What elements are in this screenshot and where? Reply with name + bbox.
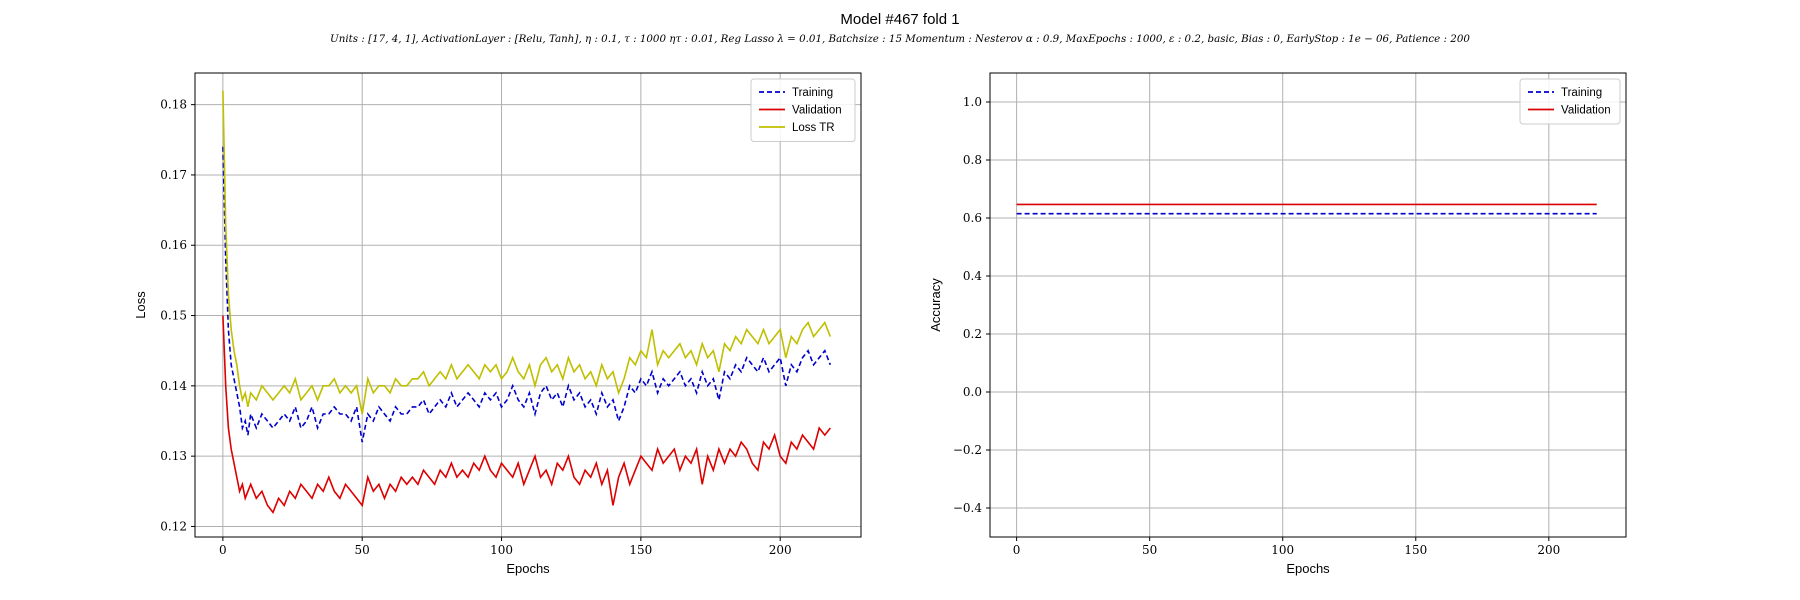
series-line-training	[222, 146, 832, 443]
x-tick-label: 150	[1404, 543, 1427, 557]
x-tick-label: 0	[1013, 543, 1021, 557]
legend-label-training: Training	[792, 87, 833, 99]
x-axis-label: Epochs	[1286, 561, 1330, 576]
series-line-loss-tr	[222, 90, 832, 415]
y-tick-label: 0.6	[963, 211, 982, 225]
y-tick-label: 0.2	[963, 327, 982, 341]
axes-frame	[989, 72, 1627, 538]
figure-title: Model #467 fold 1	[840, 11, 959, 28]
y-tick-label: 0.18	[160, 98, 187, 112]
series-line-validation	[222, 315, 831, 514]
y-tick-label: 0.13	[160, 449, 187, 463]
x-tick-label: 50	[355, 543, 370, 557]
y-tick-label: 1.0	[963, 95, 982, 109]
legend: Training Validation	[1519, 78, 1621, 125]
y-tick-label: 0.14	[160, 379, 187, 393]
x-tick-label: 100	[1271, 543, 1294, 557]
legend: Training Validation Loss TR	[750, 78, 856, 142]
x-tick-label: 200	[1537, 543, 1560, 557]
y-axis-label: Loss	[133, 291, 148, 319]
y-tick-label: 0.17	[160, 168, 187, 182]
legend-label-loss-tr: Loss TR	[792, 122, 835, 134]
y-tick-label: 0.16	[160, 238, 187, 252]
figure-subtitle: Units : [17, 4, 1], ActivationLayer : [R…	[330, 33, 1470, 45]
x-axis-label: Epochs	[506, 561, 550, 576]
y-tick-label: −0.2	[953, 443, 982, 457]
y-tick-label: 0.0	[963, 385, 982, 399]
accuracy-chart: 0 50 100 150 200 −0.4 −0.2 0.0 0.2 0.4 0.6 0.8 1.0 Ep…	[928, 72, 1627, 576]
legend-label-training: Training	[1561, 87, 1602, 99]
y-axis-label: Accuracy	[928, 278, 943, 332]
legend-label-validation: Validation	[1561, 105, 1611, 117]
x-tick-label: 150	[629, 543, 652, 557]
legend-label-validation: Validation	[792, 105, 842, 117]
y-tick-label: 0.15	[160, 309, 187, 323]
x-tick-label: 50	[1142, 543, 1157, 557]
legend-box	[750, 78, 856, 142]
y-tick-label: 0.12	[160, 519, 187, 533]
x-tick-label: 200	[769, 543, 792, 557]
loss-chart: 0 50 100 150 200 0.12 0.13 0.14 0.15 0.16 0.17 0.18…	[133, 72, 862, 576]
x-tick-label: 100	[490, 543, 513, 557]
legend-box	[1519, 78, 1621, 125]
axes-frame	[194, 72, 862, 538]
y-tick-label: 0.8	[963, 153, 982, 167]
y-tick-label: −0.4	[953, 501, 983, 515]
x-tick-label: 0	[219, 543, 227, 557]
y-tick-label: 0.4	[963, 269, 982, 283]
